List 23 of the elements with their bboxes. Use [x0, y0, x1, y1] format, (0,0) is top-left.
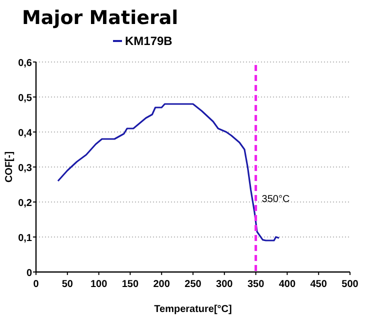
- y-tick-label: 0: [26, 268, 32, 279]
- y-tick-label: 0,2: [18, 198, 32, 209]
- x-tick-label: 200: [153, 279, 170, 290]
- y-tick-label: 0,4: [18, 128, 32, 139]
- y-tick-label: 0,5: [18, 93, 32, 104]
- x-tick-label: 100: [90, 279, 108, 290]
- y-axis-title: COF[-]: [4, 151, 15, 183]
- y-tick-label: 0,1: [18, 233, 32, 244]
- ref-line-label: 350°C: [262, 194, 290, 205]
- x-tick-label: 400: [278, 279, 296, 290]
- x-tick-label: 300: [216, 279, 234, 290]
- legend-label: KM179B: [125, 34, 173, 48]
- x-tick-label: 150: [122, 279, 139, 290]
- x-tick-label: 450: [310, 279, 328, 290]
- chart-title: Major Matieral: [22, 7, 178, 29]
- x-axis-title: Temperature[°C]: [154, 304, 232, 315]
- x-tick-label: 500: [342, 279, 359, 290]
- y-tick-label: 0,3: [18, 163, 32, 174]
- x-tick-label: 250: [184, 279, 202, 290]
- x-tick-label: 50: [62, 279, 74, 290]
- x-tick-label: 350: [247, 279, 265, 290]
- x-tick-label: 0: [33, 279, 40, 290]
- y-tick-label: 0,6: [18, 58, 32, 69]
